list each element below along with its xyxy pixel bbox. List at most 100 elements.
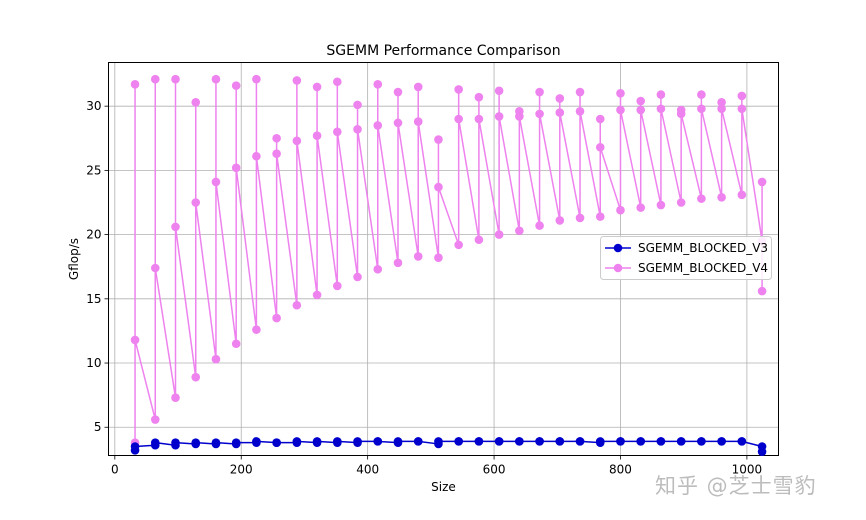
sgemm-blocked-v4-point — [231, 81, 241, 90]
sgemm-blocked-v4-point — [474, 92, 484, 102]
sgemm-blocked-v4-point — [413, 252, 423, 261]
series-sgemm-blocked-v4 — [130, 74, 767, 447]
sgemm-blocked-v4-point — [312, 131, 322, 141]
sgemm-blocked-v3-point — [373, 437, 383, 446]
sgemm-blocked-v3-point — [515, 437, 524, 446]
sgemm-blocked-v3-line — [134, 440, 763, 452]
y-tick-label: 30 — [86, 99, 101, 113]
sgemm-blocked-v4-point — [515, 112, 524, 121]
axis-ticks: 0 200 400 600 800 1000 5 10 15 20 25 30 — [86, 99, 762, 476]
x-tick-label: 0 — [111, 463, 119, 477]
sgemm-blocked-v4-point — [272, 313, 281, 323]
zhihu-watermark: 知乎 @芝士雪豹 — [655, 474, 817, 498]
sgemm-blocked-v4-point — [292, 300, 302, 310]
sgemm-blocked-v4-point — [393, 258, 403, 268]
sgemm-blocked-v4-point — [454, 85, 463, 94]
sgemm-blocked-v3-point — [211, 438, 221, 447]
sgemm-blocked-v4-point — [757, 177, 767, 187]
sgemm-blocked-v4-point — [130, 80, 140, 89]
sgemm-blocked-v4-point — [494, 86, 504, 96]
sgemm-blocked-v3-point — [676, 437, 686, 446]
sgemm-blocked-v4-point — [333, 281, 342, 291]
sgemm-blocked-v3-point — [353, 437, 362, 446]
sgemm-blocked-v3-point — [231, 438, 241, 447]
sgemm-blocked-v3-point — [454, 437, 463, 446]
plot-area-frame — [108, 62, 779, 456]
sgemm-blocked-v4-point — [636, 96, 646, 106]
sgemm-blocked-v4-point — [393, 118, 403, 128]
sgemm-blocked-v4-point — [474, 114, 484, 124]
legend: SGEMM_BLOCKED_V3 SGEMM_BLOCKED_V4 — [600, 236, 772, 280]
sgemm-blocked-v4-point — [150, 74, 160, 84]
sgemm-blocked-v3-point — [130, 442, 140, 451]
sgemm-blocked-v4-point — [676, 109, 686, 119]
sgemm-blocked-v4-point — [575, 87, 585, 97]
sgemm-blocked-v3-point — [393, 437, 403, 446]
sgemm-blocked-v4-point — [333, 127, 342, 137]
sgemm-blocked-v4-point — [697, 104, 706, 114]
sgemm-blocked-v3-point — [434, 437, 443, 446]
sgemm-blocked-v3-point — [333, 437, 342, 446]
legend-label-v3: SGEMM_BLOCKED_V3 — [638, 241, 768, 255]
sgemm-blocked-v4-point — [413, 117, 423, 126]
sgemm-blocked-v4-point — [434, 182, 443, 192]
sgemm-blocked-v4-point — [676, 198, 686, 207]
sgemm-blocked-v4-point — [150, 263, 160, 273]
sgemm-blocked-v4-point — [535, 109, 544, 119]
sgemm-blocked-v3-point — [474, 437, 484, 446]
x-tick-label: 800 — [609, 463, 632, 477]
sgemm-blocked-v4-point — [595, 114, 605, 124]
sgemm-blocked-v4-point — [413, 82, 423, 92]
sgemm-blocked-v4-point — [717, 98, 726, 107]
sgemm-blocked-v4-point — [373, 80, 383, 89]
sgemm-blocked-v4-point — [211, 354, 221, 364]
sgemm-blocked-v3-point — [616, 437, 625, 446]
sgemm-blocked-v3-point — [595, 437, 605, 446]
y-tick-label: 20 — [86, 228, 101, 242]
x-tick-label: 400 — [356, 463, 379, 477]
sgemm-blocked-v4-point — [231, 339, 241, 349]
sgemm-blocked-v4-point — [171, 222, 180, 232]
sgemm-blocked-v3-point — [191, 438, 201, 447]
sgemm-blocked-v4-point — [454, 114, 463, 124]
sgemm-blocked-v4-point — [575, 107, 585, 116]
legend-marker-v3 — [613, 243, 623, 253]
sgemm-blocked-v3-point — [150, 438, 160, 447]
sgemm-blocked-v4-point — [737, 91, 747, 101]
sgemm-blocked-v3-point — [636, 437, 646, 446]
sgemm-blocked-v4-point — [494, 112, 504, 121]
sgemm-blocked-v4-point — [191, 372, 201, 382]
sgemm-blocked-v4-point — [636, 203, 646, 212]
sgemm-blocked-v4-point — [130, 335, 140, 345]
sgemm-blocked-v3-point — [272, 438, 281, 447]
sgemm-blocked-v4-point — [737, 104, 747, 114]
legend-marker-v4 — [613, 263, 623, 273]
sgemm-blocked-v4-point — [656, 104, 666, 114]
sgemm-blocked-v4-point — [697, 194, 706, 203]
sgemm-blocked-v4-point — [555, 216, 565, 225]
sgemm-blocked-v4-point — [757, 286, 767, 296]
sgemm-blocked-v4-point — [737, 190, 747, 200]
y-axis-label: Gflop/s — [67, 238, 81, 280]
data-series — [130, 74, 767, 456]
sgemm-blocked-v4-point — [292, 136, 302, 146]
sgemm-blocked-v4-point — [494, 230, 504, 239]
sgemm-blocked-v3-point — [555, 437, 565, 446]
sgemm-blocked-v4-point — [535, 221, 544, 230]
x-tick-label: 600 — [483, 463, 506, 477]
sgemm-blocked-v4-point — [353, 100, 362, 110]
sgemm-blocked-v4-point — [272, 133, 281, 143]
sgemm-blocked-v4-point — [231, 163, 241, 173]
sgemm-blocked-v4-point — [454, 240, 463, 250]
sgemm-blocked-v3-point — [535, 437, 544, 446]
sgemm-blocked-v3-point — [494, 437, 504, 446]
sgemm-blocked-v4-point — [697, 90, 706, 99]
sgemm-blocked-v3-point — [656, 437, 666, 446]
sgemm-blocked-v4-point — [555, 108, 565, 117]
y-tick-label: 25 — [86, 163, 101, 177]
sgemm-blocked-v3-point — [717, 437, 726, 446]
sgemm-blocked-v4-point — [636, 105, 646, 115]
sgemm-blocked-v3-point — [697, 437, 706, 446]
sgemm-blocked-v4-point — [616, 205, 625, 215]
sgemm-blocked-v4-point — [373, 121, 383, 130]
